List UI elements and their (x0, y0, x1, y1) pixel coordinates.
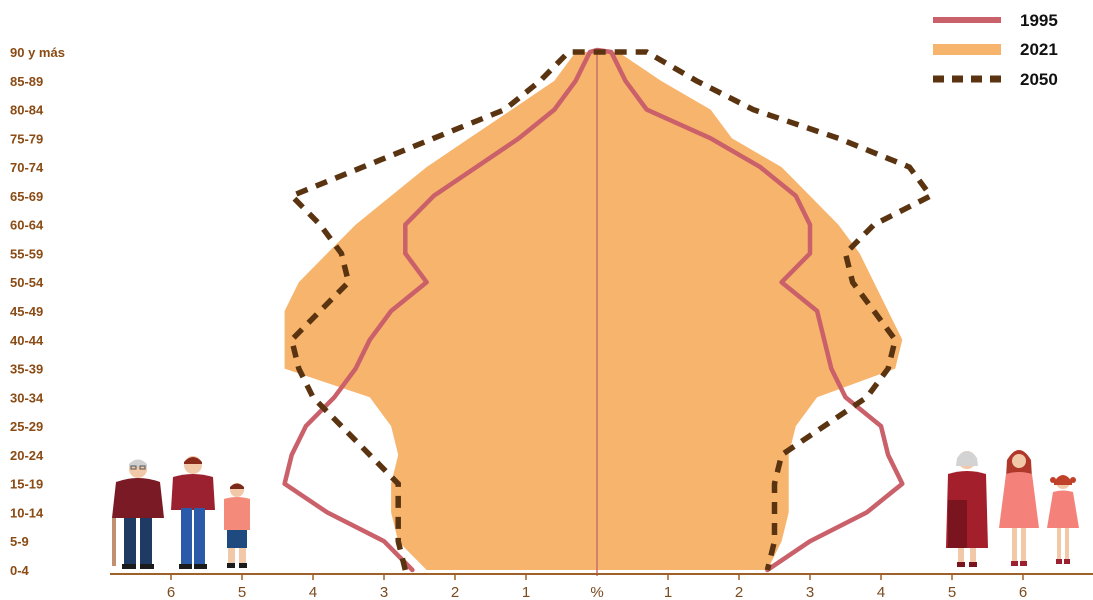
boy-icon (224, 483, 250, 568)
x-tick-label-left-2: 2 (451, 584, 459, 600)
age-label: 50-54 (10, 275, 44, 290)
x-tick-label-left-3: 3 (380, 584, 388, 600)
age-label: 80-84 (10, 103, 44, 118)
age-label: 20-24 (10, 448, 44, 463)
x-tick-label-right-3: 3 (806, 584, 814, 600)
elderly-man-with-cane-icon (112, 459, 164, 569)
adult-woman-icon (999, 450, 1039, 566)
age-group-labels: 0-4 5-9 10-14 15-19 20-24 25-29 30-34 35-39 40-4… (10, 45, 65, 578)
age-label: 0-4 (10, 563, 30, 578)
x-tick-label-left-1: 1 (522, 584, 530, 600)
x-tick-label-right-6: 6 (1019, 584, 1027, 600)
age-label: 10-14 (10, 505, 44, 520)
legend: 1995 2021 2050 (933, 11, 1058, 89)
age-label: 75-79 (10, 131, 43, 146)
age-label: 15-19 (10, 477, 43, 492)
age-label: 65-69 (10, 189, 43, 204)
series-2021-area (284, 52, 903, 570)
girl-icon (1047, 475, 1079, 564)
legend-label-1995: 1995 (1020, 11, 1058, 30)
age-label: 85-89 (10, 74, 43, 89)
legend-label-2050: 2050 (1020, 70, 1058, 89)
series-2050-dashed-line (286, 49, 935, 571)
age-label: 40-44 (10, 333, 44, 348)
age-label: 45-49 (10, 304, 43, 319)
age-label: 60-64 (10, 218, 44, 233)
age-label: 5-9 (10, 534, 29, 549)
legend-label-2021: 2021 (1020, 40, 1058, 59)
x-center-label: % (590, 584, 603, 600)
legend-swatch-2021 (933, 44, 1001, 55)
x-tick-label-right-5: 5 (948, 584, 956, 600)
age-label: 35-39 (10, 362, 43, 377)
age-label: 70-74 (10, 160, 44, 175)
x-tick-label-right-2: 2 (735, 584, 743, 600)
age-label: 90 y más (10, 45, 65, 60)
x-axis-ticks: 6 5 4 3 2 1 1 2 3 4 5 6% (167, 574, 1027, 600)
x-tick-label-right-4: 4 (877, 584, 885, 600)
series-2050-dashed-group (286, 49, 935, 571)
adult-man-icon (171, 456, 215, 569)
x-tick-label-left-4: 4 (309, 584, 317, 600)
x-tick-label-left-5: 5 (238, 584, 246, 600)
age-label: 55-59 (10, 246, 43, 261)
elderly-woman-icon (946, 451, 988, 567)
series-2021-area-group (284, 52, 903, 570)
age-label: 30-34 (10, 390, 44, 405)
age-label: 25-29 (10, 419, 43, 434)
x-tick-label-left-6: 6 (167, 584, 175, 600)
x-tick-label-right-1: 1 (664, 584, 672, 600)
